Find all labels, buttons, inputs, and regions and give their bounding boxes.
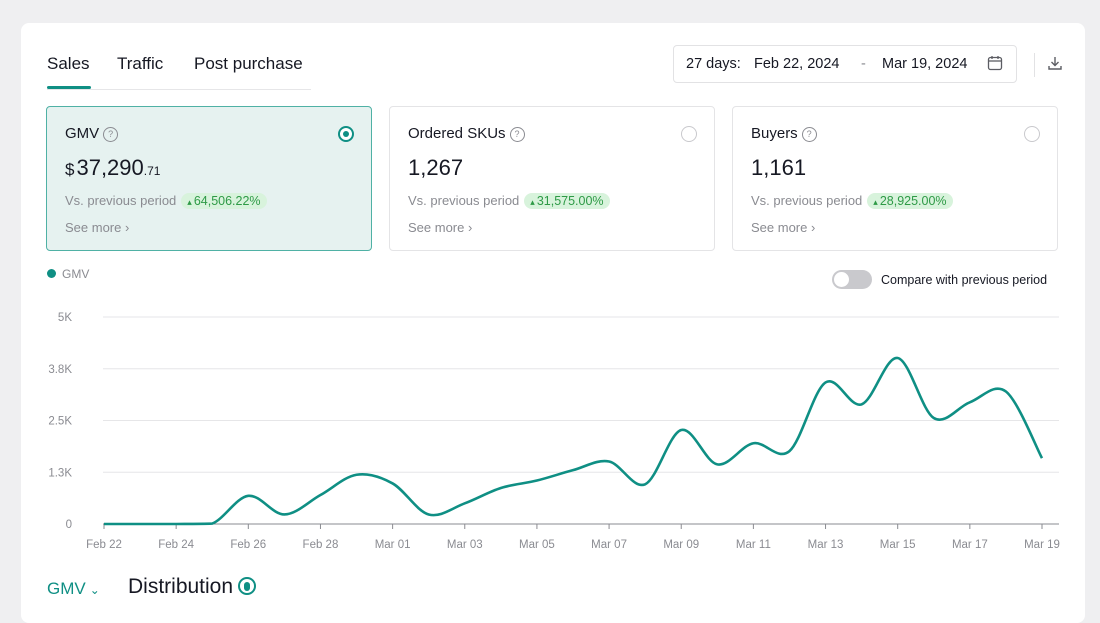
y-tick-label: 2.5K: [48, 416, 72, 428]
metric-title: GMV?: [65, 125, 119, 142]
date-range-end[interactable]: Mar 19, 2024: [882, 56, 968, 72]
metric-title: Ordered SKUs?: [408, 125, 525, 142]
metric-value-main: 1,267: [408, 155, 464, 180]
y-tick-label: 3.8K: [48, 364, 72, 376]
metric-radio[interactable]: [338, 126, 354, 142]
chevron-down-icon: ⌄: [89, 583, 100, 597]
distribution-title-text: Distribution: [128, 575, 234, 598]
tab-sales[interactable]: Sales: [47, 54, 90, 73]
x-tick-label: Mar 09: [663, 539, 699, 551]
metric-value-main: 1,161: [751, 155, 807, 180]
metric-card-buyers[interactable]: Buyers? 1,161 Vs. previous period 28,925.…: [732, 106, 1058, 251]
see-more-label: See more: [408, 220, 465, 235]
x-tick-label: Mar 07: [591, 539, 627, 551]
comparison-label: Vs. previous period: [751, 193, 863, 208]
date-range-start[interactable]: Feb 22, 2024: [754, 56, 840, 72]
metric-comparison: Vs. previous period 31,575.00%: [408, 193, 610, 209]
x-tick-label: Mar 01: [375, 539, 411, 551]
tab-traffic[interactable]: Traffic: [117, 54, 164, 73]
x-tick-label: Mar 17: [952, 539, 988, 551]
toolbar-divider: [1034, 53, 1035, 77]
comparison-label: Vs. previous period: [408, 193, 520, 208]
x-tick-label: Feb 26: [230, 539, 266, 551]
chevron-right-icon: ›: [125, 220, 130, 235]
x-tick-label: Feb 24: [158, 539, 194, 551]
change-badge: 31,575.00%: [524, 193, 610, 209]
chevron-right-icon: ›: [468, 220, 473, 235]
metric-value: 1,161: [751, 155, 806, 181]
currency-symbol: $: [65, 160, 75, 179]
metric-title: Buyers?: [751, 125, 817, 142]
sales-panel: Sales Traffic Post purchase 27 days: Feb…: [21, 23, 1085, 623]
y-tick-label: 1.3K: [48, 467, 72, 479]
metric-select[interactable]: GMV ⌄: [47, 579, 100, 598]
info-badge-icon: [238, 577, 257, 595]
metric-comparison: Vs. previous period 28,925.00%: [751, 193, 953, 209]
see-more-label: See more: [65, 220, 122, 235]
change-badge: 28,925.00%: [867, 193, 953, 209]
compare-label: Compare with previous period: [881, 273, 1048, 287]
tab-bar: Sales Traffic Post purchase: [47, 53, 311, 90]
date-range-label: 27 days:: [686, 56, 741, 72]
help-icon[interactable]: ?: [103, 127, 119, 142]
legend-label: GMV: [62, 267, 90, 281]
help-icon[interactable]: ?: [509, 127, 525, 142]
chart-legend: GMV: [47, 267, 89, 281]
metric-value-decimal: .71: [143, 164, 161, 178]
metric-select-label: GMV: [47, 579, 86, 598]
help-icon[interactable]: ?: [801, 127, 817, 142]
see-more-link[interactable]: See more ›: [751, 220, 815, 235]
y-tick-label: 5K: [58, 312, 72, 324]
metric-radio[interactable]: [681, 126, 697, 142]
x-tick-label: Mar 11: [736, 539, 771, 551]
download-icon[interactable]: [1047, 55, 1063, 76]
metric-value: 1,267: [408, 155, 463, 181]
distribution-title: Distribution: [128, 575, 257, 599]
date-range-separator: -: [861, 56, 866, 72]
x-tick-label: Mar 19: [1024, 539, 1060, 551]
legend-dot-icon: [47, 269, 56, 278]
see-more-label: See more: [751, 220, 808, 235]
comparison-label: Vs. previous period: [65, 193, 177, 208]
chevron-right-icon: ›: [811, 220, 816, 235]
metric-title-text: Buyers: [751, 125, 798, 142]
see-more-link[interactable]: See more ›: [408, 220, 472, 235]
x-tick-label: Mar 05: [519, 539, 555, 551]
see-more-link[interactable]: See more ›: [65, 220, 129, 235]
metric-radio[interactable]: [1024, 126, 1040, 142]
gmv-line-chart: 0 1.3K 2.5K 3.8K 5K Feb 22 Feb 24 Feb 26 Feb 28 M…: [48, 312, 1060, 551]
x-tick-label: Mar 15: [880, 539, 916, 551]
tab-post-purchase[interactable]: Post purchase: [194, 54, 303, 73]
x-tick-label: Mar 03: [447, 539, 483, 551]
metric-card-gmv[interactable]: GMV? $37,290.71 Vs. previous period 64,50…: [46, 106, 372, 251]
x-tick-label: Feb 22: [86, 539, 122, 551]
active-tab-indicator: [47, 86, 91, 89]
calendar-icon[interactable]: [987, 55, 1003, 75]
metric-card-ordered-skus[interactable]: Ordered SKUs? 1,267 Vs. previous period 3…: [389, 106, 715, 251]
metric-comparison: Vs. previous period 64,506.22%: [65, 193, 267, 209]
compare-toggle[interactable]: [832, 270, 872, 289]
metric-value-main: 37,290: [76, 155, 144, 180]
date-range-picker[interactable]: 27 days: Feb 22, 2024 - Mar 19, 2024: [673, 45, 1017, 83]
metric-title-text: Ordered SKUs: [408, 125, 506, 142]
metric-value: $37,290.71: [65, 155, 160, 181]
gmv-series-line: [103, 356, 1044, 526]
x-tick-label: Feb 28: [303, 539, 339, 551]
metric-title-text: GMV: [65, 125, 100, 142]
change-badge: 64,506.22%: [181, 193, 267, 209]
distribution-header: GMV ⌄ Distribution: [47, 575, 257, 599]
y-tick-label: 0: [66, 519, 72, 531]
x-tick-label: Mar 13: [808, 539, 844, 551]
